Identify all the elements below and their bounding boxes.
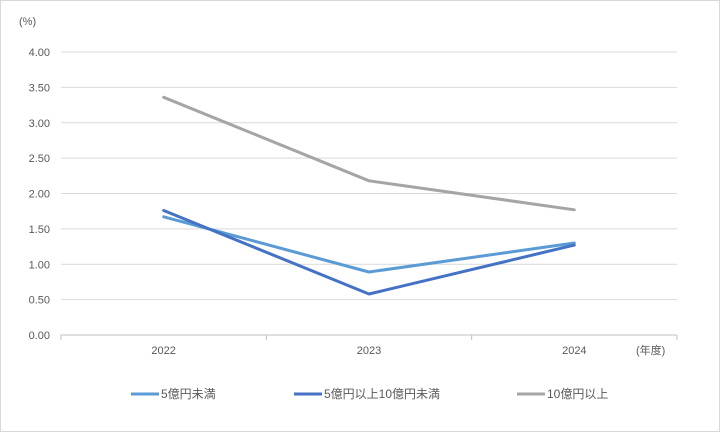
legend: 5億円未満 5億円以上10億円未満 10億円以上: [131, 387, 608, 401]
series-line: [162, 95, 576, 212]
legend-label: 10億円以上: [547, 387, 608, 401]
series-lines: [162, 95, 576, 296]
gridlines: [61, 51, 677, 301]
x-tick-label: 2022: [151, 345, 175, 357]
legend-label: 5億円未満: [161, 387, 216, 401]
legend-label: 5億円以上10億円未満: [324, 387, 440, 401]
y-axis-unit-label: (%): [19, 16, 36, 28]
x-tick-label: 2024: [562, 345, 586, 357]
y-tick-labels: 0.00 0.50 1.00 1.50 2.00 2.50 3.00 3.50 4.00: [29, 47, 50, 342]
y-tick-label: 1.50: [29, 224, 50, 236]
y-tick-label: 0.50: [29, 295, 50, 307]
axes: [60, 334, 678, 340]
series-line: [162, 215, 576, 274]
y-tick-label: 2.00: [29, 189, 50, 201]
y-tick-label: 1.00: [29, 259, 50, 271]
y-tick-label: 4.00: [29, 47, 50, 59]
series-line: [162, 209, 576, 296]
y-tick-label: 3.00: [29, 118, 50, 130]
x-axis-unit-label: (年度): [636, 343, 665, 357]
x-tick-labels: 2022 2023 2024: [151, 345, 586, 357]
x-tick-label: 2023: [357, 345, 381, 357]
y-tick-label: 2.50: [29, 153, 50, 165]
y-tick-label: 3.50: [29, 82, 50, 94]
y-tick-label: 0.00: [29, 330, 50, 342]
